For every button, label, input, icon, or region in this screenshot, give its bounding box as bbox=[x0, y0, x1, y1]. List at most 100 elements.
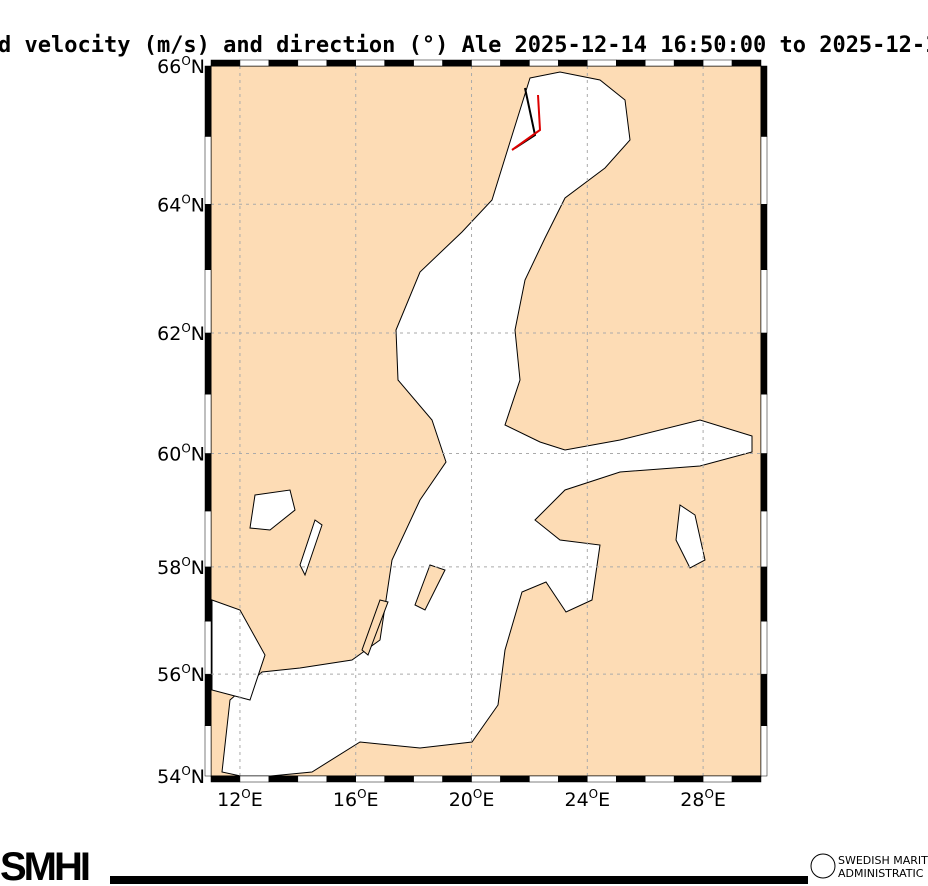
border-segment bbox=[644, 775, 675, 783]
lake-peipus bbox=[675, 504, 706, 569]
tick-value: 66 bbox=[157, 56, 181, 78]
tick-value: 12 bbox=[217, 789, 241, 811]
border-segment bbox=[471, 775, 501, 783]
border-segment bbox=[471, 59, 501, 67]
border-segment bbox=[297, 59, 328, 67]
border-segment bbox=[210, 59, 241, 67]
degree-mark: O bbox=[181, 555, 190, 569]
border-segment bbox=[413, 59, 443, 67]
degree-mark: O bbox=[357, 787, 366, 801]
border-segment bbox=[442, 59, 472, 67]
hemisphere: E bbox=[714, 789, 726, 811]
tick-label: 60ON bbox=[157, 441, 205, 465]
tick-label: 62ON bbox=[157, 321, 205, 345]
border-segment bbox=[204, 65, 212, 137]
tick-label: 64ON bbox=[157, 192, 205, 216]
border-segment bbox=[760, 269, 768, 334]
border-segment bbox=[760, 510, 768, 568]
tick-value: 28 bbox=[680, 789, 704, 811]
map-area bbox=[211, 66, 761, 776]
border-segment bbox=[644, 59, 675, 67]
hemisphere: E bbox=[251, 789, 263, 811]
tick-value: 60 bbox=[157, 443, 181, 465]
degree-mark: O bbox=[181, 321, 190, 335]
kattegat bbox=[211, 599, 266, 701]
tick-value: 64 bbox=[157, 194, 181, 216]
tick-label: 56ON bbox=[157, 662, 205, 686]
lake-vanern bbox=[249, 489, 296, 531]
border-segment bbox=[210, 775, 241, 783]
hemisphere: E bbox=[367, 789, 379, 811]
border-segment bbox=[760, 65, 768, 137]
degree-mark: O bbox=[241, 787, 250, 801]
tick-value: 24 bbox=[564, 789, 588, 811]
degree-mark: O bbox=[181, 192, 190, 206]
border-segment bbox=[384, 59, 414, 67]
border-segment bbox=[268, 775, 299, 783]
border-segment bbox=[760, 725, 768, 777]
hemisphere: N bbox=[191, 194, 205, 216]
degree-mark: O bbox=[181, 764, 190, 778]
border-segment bbox=[702, 59, 733, 67]
border-segment bbox=[204, 453, 212, 512]
degree-mark: O bbox=[181, 441, 190, 455]
lake-vattern bbox=[299, 519, 323, 577]
border-segment bbox=[587, 59, 617, 67]
border-segment bbox=[355, 775, 385, 783]
tick-label: 20OE bbox=[449, 787, 495, 811]
degree-mark: O bbox=[181, 54, 190, 68]
border-segment bbox=[731, 59, 762, 67]
border-segment bbox=[204, 673, 212, 726]
hemisphere: E bbox=[482, 789, 494, 811]
border-segment bbox=[760, 620, 768, 675]
border-segment bbox=[297, 775, 328, 783]
border-segment bbox=[384, 775, 414, 783]
border-segment bbox=[204, 269, 212, 334]
border-segment bbox=[731, 775, 762, 783]
track-red bbox=[511, 94, 542, 151]
hemisphere: N bbox=[191, 443, 205, 465]
border-segment bbox=[204, 204, 212, 270]
border-segment bbox=[760, 453, 768, 512]
border-segment bbox=[760, 566, 768, 622]
tick-value: 20 bbox=[449, 789, 473, 811]
logo-bar bbox=[110, 876, 808, 884]
hemisphere: N bbox=[191, 323, 205, 345]
sea bbox=[221, 71, 753, 776]
gotland bbox=[414, 564, 446, 611]
border-segment bbox=[760, 673, 768, 726]
title: d velocity (m/s) and direction (°) Ale 2… bbox=[0, 33, 928, 58]
tick-value: 62 bbox=[157, 323, 181, 345]
smhi-logo: SMHI bbox=[0, 845, 89, 886]
tick-label: 16OE bbox=[333, 787, 379, 811]
hemisphere: N bbox=[191, 664, 205, 686]
tick-value: 54 bbox=[157, 766, 181, 788]
tick-label: 66ON bbox=[157, 54, 205, 78]
hemisphere: E bbox=[598, 789, 610, 811]
border-segment bbox=[616, 59, 646, 67]
border-segment bbox=[204, 620, 212, 675]
border-segment bbox=[355, 59, 385, 67]
border-segment bbox=[529, 775, 559, 783]
border-segment bbox=[442, 775, 472, 783]
maritime-logo-1: SWEDISH MARIT bbox=[838, 854, 928, 867]
tick-label: 58ON bbox=[157, 555, 205, 579]
border-segment bbox=[204, 566, 212, 622]
border-segment bbox=[204, 725, 212, 777]
tick-value: 56 bbox=[157, 664, 181, 686]
maritime-emblem bbox=[810, 853, 836, 879]
frame-border bbox=[204, 59, 768, 783]
border-segment bbox=[204, 136, 212, 205]
border-segment bbox=[204, 393, 212, 454]
border-segment bbox=[587, 775, 617, 783]
degree-mark: O bbox=[473, 787, 482, 801]
border-segment bbox=[616, 775, 646, 783]
border-segment bbox=[413, 775, 443, 783]
border-segment bbox=[760, 136, 768, 205]
border-segment bbox=[760, 332, 768, 395]
tick-label: 12OE bbox=[217, 787, 263, 811]
degree-mark: O bbox=[589, 787, 598, 801]
tick-label: 24OE bbox=[564, 787, 610, 811]
maritime-logo-2: ADMINISTRATIC bbox=[838, 867, 924, 880]
